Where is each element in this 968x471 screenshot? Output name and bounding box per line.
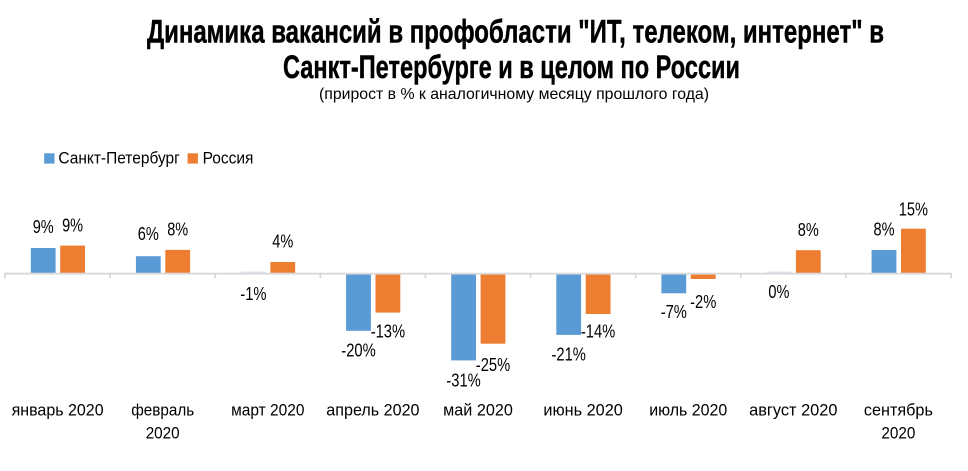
- svg-text:-21%: -21%: [552, 344, 586, 364]
- svg-text:Россия: Россия: [203, 150, 254, 168]
- svg-text:-31%: -31%: [446, 370, 480, 390]
- svg-text:(прирост в % к аналогичному ме: (прирост в % к аналогичному месяцу прошл…: [319, 86, 709, 103]
- svg-text:-14%: -14%: [581, 322, 615, 342]
- svg-text:сентябрь: сентябрь: [864, 402, 933, 420]
- svg-text:2020: 2020: [146, 425, 180, 443]
- svg-text:9%: 9%: [33, 217, 54, 237]
- svg-text:июнь 2020: июнь 2020: [543, 402, 622, 420]
- svg-text:Динамика вакансий в профобласт: Динамика вакансий в профобласти "ИТ, тел…: [147, 14, 884, 50]
- svg-text:март 2020: март 2020: [231, 402, 304, 420]
- svg-text:май 2020: май 2020: [443, 402, 513, 420]
- svg-text:2020: 2020: [881, 425, 915, 443]
- svg-text:8%: 8%: [167, 219, 188, 239]
- svg-text:15%: 15%: [899, 199, 928, 219]
- svg-text:апрель 2020: апрель 2020: [326, 402, 419, 420]
- svg-text:8%: 8%: [798, 220, 819, 240]
- svg-text:9%: 9%: [62, 216, 83, 236]
- svg-text:январь 2020: январь 2020: [12, 402, 104, 420]
- svg-text:-20%: -20%: [341, 341, 375, 361]
- svg-text:февраль: февраль: [131, 402, 194, 420]
- svg-text:-25%: -25%: [476, 355, 510, 375]
- svg-text:-2%: -2%: [690, 292, 716, 312]
- svg-text:-1%: -1%: [240, 284, 266, 304]
- svg-text:-7%: -7%: [661, 302, 687, 322]
- svg-text:Санкт-Петербург: Санкт-Петербург: [58, 150, 179, 168]
- svg-text:4%: 4%: [272, 232, 293, 252]
- svg-text:8%: 8%: [874, 219, 895, 239]
- svg-text:август 2020: август 2020: [749, 402, 837, 420]
- svg-text:Санкт-Петербурге и в целом по: Санкт-Петербурге и в целом по России: [283, 49, 740, 85]
- svg-text:-13%: -13%: [371, 322, 405, 342]
- svg-text:0%: 0%: [768, 282, 789, 302]
- svg-text:6%: 6%: [138, 224, 159, 244]
- svg-text:июль 2020: июль 2020: [649, 402, 727, 420]
